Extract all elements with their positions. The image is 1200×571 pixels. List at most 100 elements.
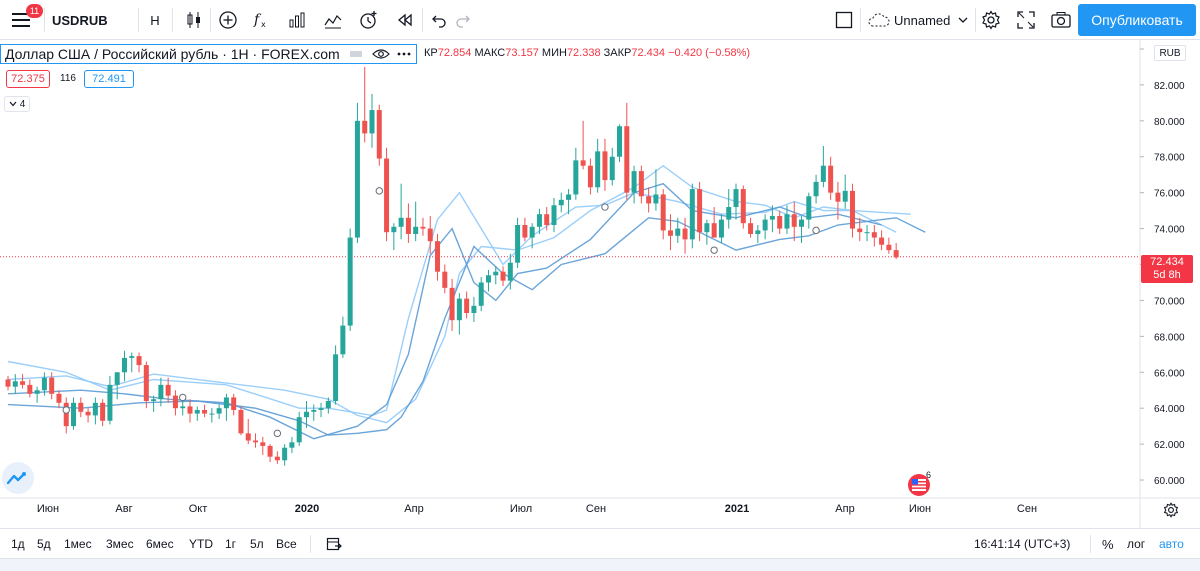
chart-type-button[interactable] [180,0,208,40]
candle-body [624,126,630,193]
candle-body [711,223,717,238]
candle-body [260,442,266,446]
clock-timezone[interactable]: 16:41:14 (UTC+3) [974,537,1071,551]
publish-button[interactable]: Опубликовать [1078,4,1196,36]
candle-body [864,232,870,234]
candle-body [573,160,579,195]
candle-body [857,228,863,233]
candle-body [85,411,91,416]
candle-body [209,413,215,415]
gear-icon [982,10,1000,30]
candle-body [638,171,644,197]
candle-body [544,214,550,225]
candle-body [49,377,55,394]
legend-symbol-title[interactable]: Доллар США / Российский рубль · 1Н · FOR… [0,44,417,64]
candle-body [740,189,746,224]
undo-icon [432,15,446,28]
financials-button[interactable] [283,0,311,40]
toolbar-divider [975,8,976,32]
menu-button[interactable]: 11 [4,0,43,40]
candle-body [27,384,33,394]
undo-button[interactable] [428,0,450,40]
time-label: Июн [36,503,60,515]
candle-body [551,205,557,225]
settings-button[interactable] [978,0,1004,40]
collapse-handle-icon[interactable] [348,49,364,59]
candle-body [34,390,40,394]
candle-body [362,120,368,134]
indicators-toggle[interactable]: 4 [4,96,30,112]
range-5y-button[interactable]: 5л [250,537,264,551]
candle-body [675,228,681,236]
bar-chart-icon [289,12,305,28]
log-scale-button[interactable]: лог [1127,537,1146,551]
bar-countdown: 5d 8h [1153,269,1181,281]
price-tick-label: 60.000 [1154,476,1185,487]
sell-price-button[interactable]: 72.375 [6,70,50,88]
range-ytd-button[interactable]: YTD [189,537,213,551]
interval-button[interactable]: H [150,12,160,28]
moving-average-line [7,217,926,436]
replay-button[interactable] [391,0,419,40]
candle-body [449,287,455,321]
range-1y-button[interactable]: 1г [225,537,237,551]
candle-body [216,408,222,414]
candle-body [318,408,324,410]
range-5d-button[interactable]: 5д [37,537,51,551]
candle-body [784,214,790,229]
toolbar-divider [44,8,45,32]
candle-body [791,214,797,227]
candle-body [223,397,229,409]
bottom-panel-strip [0,558,1200,571]
range-6m-button[interactable]: 6мес [146,537,174,551]
low-value: 72.338 [566,47,601,59]
redo-button[interactable] [452,0,474,40]
chevron-down-icon [958,17,968,23]
add-indicator-button[interactable] [214,0,242,40]
layout-name-button[interactable]: Unnamed [868,0,974,40]
auto-scale-button[interactable]: авто [1159,537,1184,551]
moving-average-line [7,164,897,424]
candle-body [667,230,673,236]
alert-button[interactable] [355,0,383,40]
snapshot-button[interactable] [1047,0,1075,40]
range-all-button[interactable]: Все [276,537,297,551]
candle-body [92,402,98,416]
candle-body [456,298,462,321]
symbol-search[interactable]: USDRUB [52,12,108,28]
candle-body [587,165,593,188]
candle-body [617,126,623,157]
flag-icon [912,479,926,491]
range-3m-button[interactable]: 3мес [106,537,134,551]
candle-body [100,402,106,421]
compare-button[interactable] [122,0,138,40]
templates-button[interactable] [319,0,347,40]
go-to-date-button[interactable] [326,529,342,559]
currency-label[interactable]: RUB [1154,45,1186,61]
select-layout-button[interactable] [832,0,856,40]
time-label: 2021 [724,503,750,515]
candle-body [718,219,724,238]
buy-price-button[interactable]: 72.491 [84,70,134,88]
candle-body [879,237,885,245]
percent-scale-button[interactable]: % [1102,536,1114,552]
fullscreen-button[interactable] [1013,0,1039,40]
tradingview-logo[interactable] [2,462,34,494]
chart-settings-icon[interactable] [1163,502,1179,518]
events-count: 6 [926,470,932,480]
range-1d-button[interactable]: 1д [11,537,25,551]
range-1m-button[interactable]: 1мес [64,537,92,551]
price-chart[interactable]: 84.00082.00080.00078.00076.00074.00072.0… [0,40,1200,528]
svg-text:f: f [253,12,262,28]
candle-body [282,447,288,461]
more-icon[interactable] [396,50,412,58]
high-value: 73.157 [505,47,539,59]
candle-body [427,228,433,242]
camera-icon [1051,12,1071,28]
economic-events-badge[interactable] [908,474,930,496]
candle-body [194,409,200,414]
candle-body [420,226,426,229]
eye-icon[interactable] [371,48,390,60]
